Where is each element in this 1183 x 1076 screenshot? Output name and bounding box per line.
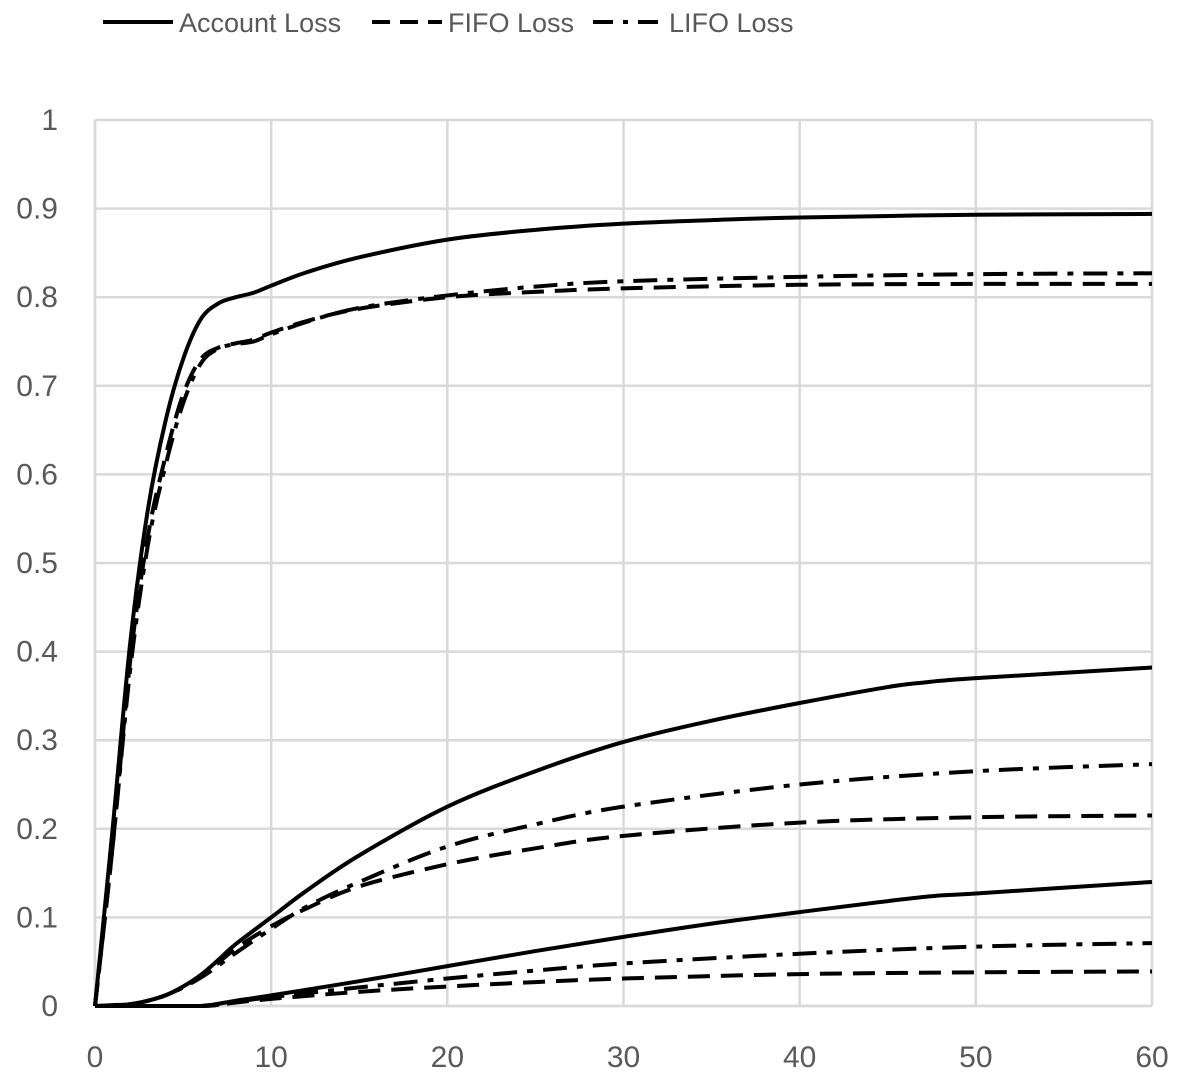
y-tick-labels: 0 0.1 0.2 0.3 0.4 0.5 0.6 0.7 0.8 0.9 1 [16,104,58,1023]
x-tick-label: 30 [607,1041,640,1074]
series-line-mid-dashdot [94,762,1153,1008]
x-tick-label: 10 [254,1041,287,1074]
y-tick-label: 1 [41,104,58,137]
series-line-mid-dashed [94,813,1153,1008]
series-line-low-solid [95,879,1153,1008]
y-tick-label: 0.5 [16,547,58,580]
series-line-high-dashdot [93,271,1153,1007]
x-tick-label: 40 [783,1041,816,1074]
y-tick-label: 0.8 [16,281,58,314]
legend-label: Account Loss [179,8,341,38]
legend-label: FIFO Loss [448,8,574,38]
series-line-low-dashdot [95,941,1153,1008]
series-line-high-solid [93,211,1153,1007]
y-tick-label: 0.6 [16,458,58,491]
axes [93,120,1152,1008]
y-tick-label: 0.1 [16,901,58,934]
y-tick-label: 0.3 [16,724,58,757]
grid-lines [93,118,1154,1008]
y-tick-label: 0.4 [16,636,58,669]
series-lines [93,211,1153,1008]
y-tick-label: 0.7 [16,370,58,403]
x-tick-labels: 0 10 20 30 40 50 60 [87,1041,1169,1074]
legend-label: LIFO Loss [669,8,794,38]
x-tick-label: 20 [431,1041,464,1074]
y-tick-label: 0.9 [16,193,58,226]
y-tick-label: 0.2 [16,813,58,846]
x-tick-label: 0 [87,1041,104,1074]
x-tick-label: 50 [959,1041,992,1074]
y-tick-label: 0 [41,990,58,1023]
x-tick-label: 60 [1135,1041,1168,1074]
legend: Account Loss FIFO Loss LIFO Loss [103,8,794,38]
